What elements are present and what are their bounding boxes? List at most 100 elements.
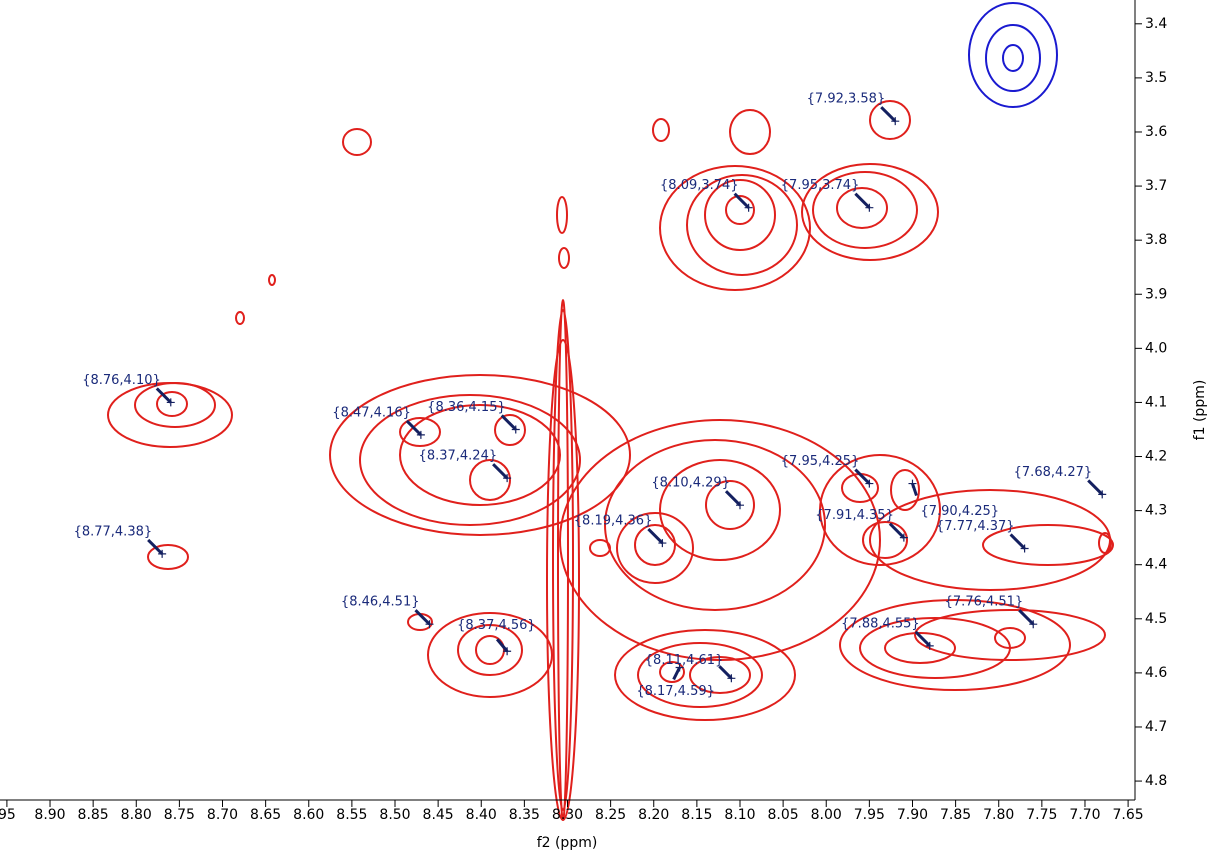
- peak-label: {7.95,3.74}: [781, 178, 860, 193]
- leader: [1009, 533, 1026, 550]
- x-tick-label: 8.60: [293, 807, 324, 823]
- peak-label: {8.36,4.15}: [427, 400, 506, 415]
- x-tick-label: 8.50: [379, 807, 410, 823]
- peak-marker: [511, 425, 520, 434]
- y-axis-title: f1 (ppm): [1192, 380, 1208, 441]
- leader: [155, 387, 172, 404]
- x-axis-title: f2 (ppm): [537, 835, 598, 851]
- peak-marker: [1098, 490, 1107, 499]
- x-tick-label: 8.35: [509, 807, 540, 823]
- peak-label: {8.17,4.59}: [636, 684, 715, 699]
- peak-label: {8.37,4.24}: [419, 449, 498, 464]
- x-tick-label: 8.75: [164, 807, 195, 823]
- peak-marker: [865, 479, 874, 488]
- leader: [854, 192, 871, 209]
- contours: [107, 2, 1114, 821]
- peak-label: {7.95,4.25}: [781, 454, 860, 469]
- peak-marker: [675, 663, 684, 672]
- x-tick-label: 8.85: [78, 807, 109, 823]
- x-tick-label: 7.70: [1069, 807, 1100, 823]
- leader: [672, 666, 681, 681]
- x-tick-label: 7.65: [1113, 807, 1144, 823]
- x-tick-label: 8.45: [423, 807, 454, 823]
- peak-label: {8.09,3.74}: [660, 178, 739, 193]
- peak-label: {8.47,4.16}: [332, 405, 411, 420]
- y-tick-label: 4.3: [1145, 503, 1167, 519]
- y-tick-label: 3.4: [1145, 16, 1167, 32]
- peak-marker: [425, 620, 434, 629]
- peak-label: {8.10,4.29}: [651, 476, 730, 491]
- leader: [718, 665, 733, 680]
- peak-label: {7.88,4.55}: [841, 616, 920, 631]
- y-tick-label: 4.2: [1145, 449, 1167, 465]
- peak-label: {8.77,4.38}: [74, 524, 153, 539]
- leader: [854, 468, 871, 485]
- y-tick-label: 3.5: [1145, 70, 1167, 86]
- leader: [414, 609, 431, 626]
- peak-label: {7.90,4.25}: [920, 504, 999, 519]
- peak-marker: [1020, 544, 1029, 553]
- x-tick-label: 8.20: [638, 807, 669, 823]
- leader: [647, 528, 664, 545]
- peak-marker: [166, 398, 175, 407]
- y-tick-label: 3.9: [1145, 286, 1167, 302]
- peak-label: {7.68,4.27}: [1014, 465, 1093, 480]
- leader: [733, 192, 750, 209]
- leader: [500, 414, 517, 431]
- y-tick-label: 4.0: [1145, 340, 1167, 356]
- x-tick-label: 8.10: [724, 807, 755, 823]
- leader: [914, 630, 931, 647]
- leader: [492, 463, 509, 480]
- peak-marker: [503, 474, 512, 483]
- x-tick-label: 8.65: [250, 807, 281, 823]
- peak-marker: [735, 501, 744, 510]
- peak-marker: [925, 641, 934, 650]
- x-tick-label: 8.90: [34, 807, 65, 823]
- peak-marker: [865, 203, 874, 212]
- y-tick-label: 3.6: [1145, 124, 1167, 140]
- peak-marker: [1029, 620, 1038, 629]
- x-tick-label: 7.75: [1026, 807, 1057, 823]
- y-tick-label: 4.4: [1145, 557, 1167, 573]
- peak-marker: [416, 430, 425, 439]
- x-tick-label: 8.15: [681, 807, 712, 823]
- peak-label: {7.77,4.37}: [936, 519, 1015, 534]
- x-tick-label: 7.80: [983, 807, 1014, 823]
- peak-label: {7.76,4.51}: [945, 595, 1024, 610]
- x-tick-label: 95: [0, 807, 16, 823]
- peak-label: {8.37,4.56}: [457, 618, 536, 633]
- y-tick-label: 3.7: [1145, 178, 1167, 194]
- x-tick-label: 7.95: [854, 807, 885, 823]
- peak-marker: [899, 533, 908, 542]
- peak-marker: [158, 549, 167, 558]
- leader: [888, 522, 905, 539]
- peak-label: {8.19,4.36}: [574, 514, 653, 529]
- y-tick-label: 4.6: [1145, 665, 1167, 681]
- peak-marker: [727, 674, 736, 683]
- y-tick-label: 4.7: [1145, 719, 1167, 735]
- y-tick-label: 3.8: [1145, 232, 1167, 248]
- leader: [880, 106, 897, 123]
- leader: [405, 419, 422, 436]
- x-tick-label: 8.80: [121, 807, 152, 823]
- x-tick-label: 8.40: [466, 807, 497, 823]
- y-tick-label: 4.5: [1145, 611, 1167, 627]
- x-tick-label: 8.70: [207, 807, 238, 823]
- leader: [147, 538, 164, 555]
- x-tick-label: 8.55: [336, 807, 367, 823]
- peak-marker: [891, 117, 900, 126]
- y-tick-label: 4.8: [1145, 773, 1167, 789]
- x-tick-label: 7.85: [940, 807, 971, 823]
- leader: [724, 490, 742, 507]
- x-tick-label: 8.05: [768, 807, 799, 823]
- peak-label: {8.11,4.61}: [645, 653, 724, 668]
- peak-label: {7.92,3.58}: [807, 92, 886, 107]
- peak-marker: [908, 479, 917, 488]
- y-tick-label: 4.1: [1145, 394, 1167, 410]
- x-tick-label: 8.00: [811, 807, 842, 823]
- peak-marker: [503, 647, 512, 656]
- peak-label: {8.46,4.51}: [341, 595, 420, 610]
- leader: [1018, 609, 1035, 626]
- peak-marker: [658, 539, 667, 548]
